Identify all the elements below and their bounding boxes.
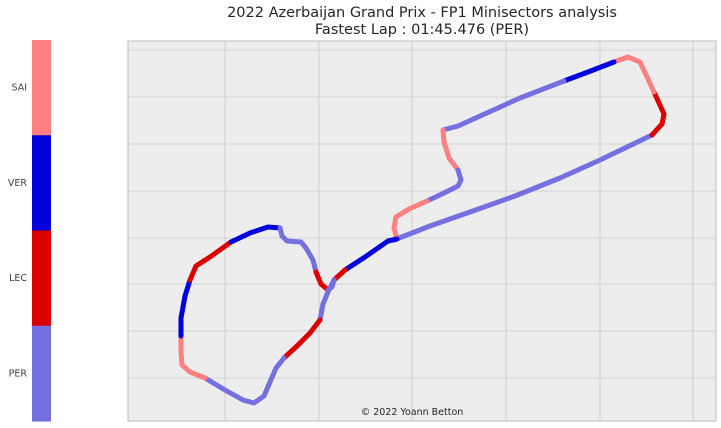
- minisector-4-ver: [561, 59, 617, 84]
- minisector-16-lec: [187, 239, 234, 283]
- minisector-9-ver: [342, 236, 400, 273]
- minisector-12-lec: [281, 317, 323, 361]
- colorbar-segment-lec: [32, 230, 51, 327]
- minisector-14-sai: [178, 333, 208, 381]
- minisector-5-per: [440, 78, 567, 133]
- minisector-1-per: [391, 132, 655, 243]
- watermark: © 2022 Yoann Betton: [361, 407, 464, 418]
- chart-subtitle: Fastest Lap : 01:45.476 (PER): [314, 22, 530, 38]
- colorbar-label-lec: LEC: [9, 273, 27, 284]
- chart-title-block: 2022 Azerbaijan Grand Prix - FP1 Minisec…: [128, 5, 716, 39]
- minisector-19-lec: [313, 269, 331, 293]
- minisector-15-ver: [178, 277, 193, 339]
- minisector-20-per: [325, 277, 337, 293]
- minisector-8-sai: [391, 198, 430, 242]
- minisector-18-per: [277, 225, 319, 275]
- minisector-6-sai: [440, 127, 461, 173]
- minisector-7-per: [424, 167, 464, 204]
- minisector-17-ver: [228, 224, 283, 245]
- colorbar-label-sai: SAI: [11, 83, 27, 94]
- minisector-3-sai: [611, 54, 657, 95]
- track-layout: [178, 54, 667, 406]
- minisector-13-per: [202, 355, 287, 406]
- colorbar-segment-sai: [32, 40, 51, 136]
- minisector-2-lec: [649, 89, 667, 138]
- colorbar-segment-per: [32, 325, 51, 422]
- driver-colorbar: SAI VER LEC PER: [8, 40, 51, 422]
- chart-title: 2022 Azerbaijan Grand Prix - FP1 Minisec…: [227, 5, 617, 21]
- colorbar-segment-ver: [32, 135, 51, 231]
- colorbar-label-ver: VER: [8, 178, 28, 189]
- colorbar-label-per: PER: [9, 368, 28, 379]
